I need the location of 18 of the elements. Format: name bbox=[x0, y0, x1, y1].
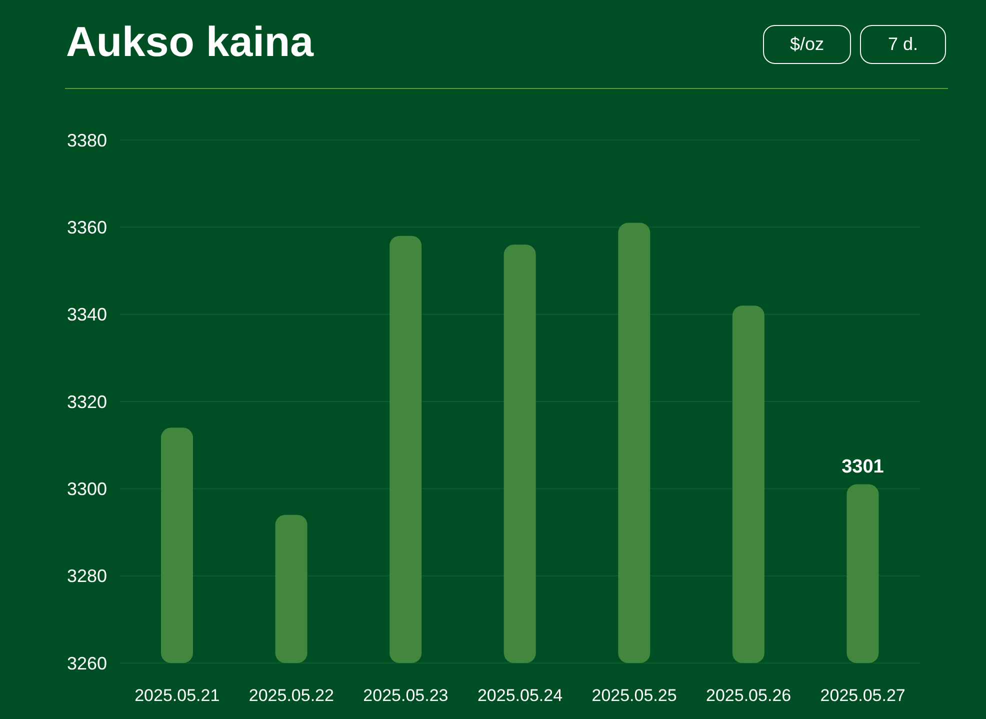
x-tick-label: 2025.05.25 bbox=[592, 686, 677, 706]
y-tick-label: 3300 bbox=[67, 479, 108, 500]
x-tick-label: 2025.05.26 bbox=[706, 686, 792, 706]
x-tick-label: 2025.05.24 bbox=[477, 686, 563, 706]
x-tick-label: 2025.05.27 bbox=[820, 686, 906, 706]
y-tick-label: 3380 bbox=[67, 130, 108, 150]
y-tick-label: 3260 bbox=[67, 653, 108, 674]
y-tick-label: 3280 bbox=[67, 566, 108, 586]
y-tick-label: 3320 bbox=[67, 392, 108, 412]
x-tick-label: 2025.05.21 bbox=[134, 686, 220, 706]
x-tick-label: 2025.05.22 bbox=[248, 686, 334, 706]
x-tick-label: 2025.05.23 bbox=[363, 686, 448, 706]
y-tick-label: 3360 bbox=[67, 218, 108, 238]
y-tick-label: 3340 bbox=[67, 304, 108, 325]
chart-title: Aukso kaina bbox=[66, 18, 314, 66]
option-button: 7 d. bbox=[860, 25, 946, 64]
data-label: 3301 bbox=[842, 456, 884, 478]
option-button: $/oz bbox=[763, 25, 851, 64]
